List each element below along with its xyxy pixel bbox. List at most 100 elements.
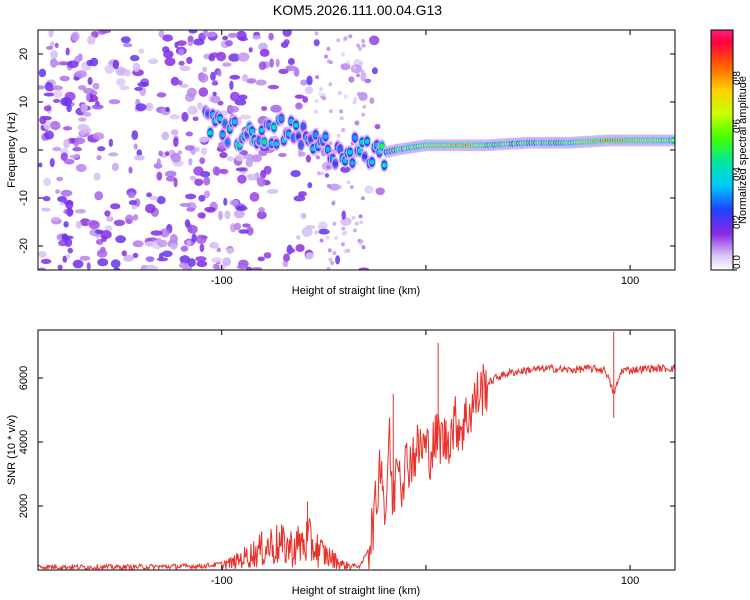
ridge-core bbox=[352, 135, 358, 141]
ridge-core bbox=[357, 148, 363, 154]
speckle bbox=[227, 156, 234, 162]
speckle bbox=[50, 50, 58, 60]
speckle bbox=[65, 47, 70, 56]
speckle bbox=[374, 124, 381, 130]
speckle bbox=[104, 210, 111, 217]
speckle bbox=[238, 94, 248, 101]
speckle bbox=[38, 162, 43, 168]
speckle bbox=[318, 228, 330, 235]
speckle bbox=[177, 80, 183, 86]
speckle bbox=[92, 82, 100, 90]
ridge-core bbox=[249, 128, 255, 134]
speckle bbox=[161, 250, 173, 258]
spectrogram-y-tick-label: -10 bbox=[18, 190, 30, 206]
colorbar-tick-label: 0.8 bbox=[732, 71, 743, 85]
speckle bbox=[131, 130, 139, 141]
speckle bbox=[112, 59, 119, 70]
speckle bbox=[49, 158, 55, 168]
ridge-core bbox=[349, 160, 355, 166]
speckle bbox=[334, 235, 338, 240]
speckle bbox=[179, 83, 189, 88]
speckle bbox=[235, 153, 245, 162]
speckle bbox=[134, 154, 145, 161]
colorbar-tick-label: 0.2 bbox=[732, 215, 743, 229]
speckle bbox=[170, 129, 179, 136]
speckle bbox=[249, 192, 260, 202]
speckle bbox=[287, 58, 295, 65]
speckle bbox=[66, 207, 74, 217]
speckle bbox=[58, 61, 69, 66]
speckle bbox=[217, 69, 222, 77]
speckle bbox=[127, 191, 136, 199]
speckle bbox=[179, 65, 191, 72]
speckle bbox=[158, 150, 163, 157]
speckle bbox=[241, 74, 249, 82]
speckle bbox=[196, 260, 208, 268]
speckle bbox=[91, 104, 104, 110]
speckle bbox=[229, 199, 240, 206]
snr-y-tick-label: 2000 bbox=[18, 494, 30, 518]
speckle bbox=[237, 174, 247, 184]
speckle bbox=[305, 154, 311, 163]
speckle bbox=[62, 126, 73, 131]
speckle bbox=[346, 180, 351, 185]
speckle bbox=[296, 235, 301, 240]
speckle bbox=[132, 252, 139, 259]
speckle bbox=[245, 266, 253, 270]
speckle bbox=[362, 104, 367, 109]
speckle bbox=[227, 105, 240, 113]
speckle bbox=[350, 64, 363, 74]
speckle bbox=[301, 226, 313, 237]
speckle bbox=[197, 212, 206, 219]
speckle bbox=[73, 76, 80, 81]
speckle bbox=[169, 234, 178, 244]
speckle bbox=[197, 102, 203, 110]
speckle bbox=[233, 222, 242, 231]
speckle bbox=[203, 190, 211, 199]
speckle bbox=[317, 171, 322, 176]
ridge-core bbox=[670, 138, 675, 142]
snr-series-line bbox=[38, 363, 675, 570]
speckle bbox=[192, 116, 199, 122]
speckle bbox=[159, 228, 170, 238]
speckle bbox=[332, 251, 337, 256]
speckle bbox=[46, 45, 54, 50]
speckle bbox=[138, 48, 145, 54]
speckle bbox=[328, 109, 333, 114]
speckle bbox=[199, 157, 206, 165]
ridge-core bbox=[261, 139, 267, 145]
speckle bbox=[340, 166, 351, 173]
speckle bbox=[57, 264, 63, 270]
speckle bbox=[100, 235, 108, 242]
speckle bbox=[278, 152, 287, 158]
speckle bbox=[66, 104, 72, 113]
ridge-core bbox=[296, 133, 301, 139]
speckle bbox=[158, 30, 165, 38]
chart-title: KOM5.2026.111.00.04.G13 bbox=[272, 2, 443, 18]
speckle bbox=[200, 147, 208, 156]
speckle bbox=[302, 96, 309, 103]
speckle bbox=[62, 255, 68, 263]
speckle bbox=[179, 202, 192, 207]
speckle bbox=[59, 75, 70, 82]
speckle bbox=[314, 230, 319, 235]
speckle bbox=[71, 31, 80, 42]
speckle bbox=[111, 162, 119, 172]
speckle bbox=[176, 40, 187, 46]
speckle bbox=[65, 199, 74, 210]
speckle bbox=[233, 209, 245, 219]
speckle bbox=[39, 115, 47, 125]
speckle bbox=[80, 103, 88, 113]
speckle bbox=[198, 87, 209, 97]
speckle bbox=[60, 97, 72, 107]
colorbar-tick-label: 0.6 bbox=[732, 119, 743, 133]
speckle bbox=[79, 129, 86, 136]
speckle bbox=[307, 182, 313, 189]
speckle bbox=[54, 42, 59, 49]
speckle bbox=[180, 245, 189, 252]
speckle bbox=[228, 53, 241, 62]
speckle bbox=[202, 66, 208, 73]
speckle bbox=[258, 61, 267, 71]
speckle bbox=[44, 130, 54, 140]
